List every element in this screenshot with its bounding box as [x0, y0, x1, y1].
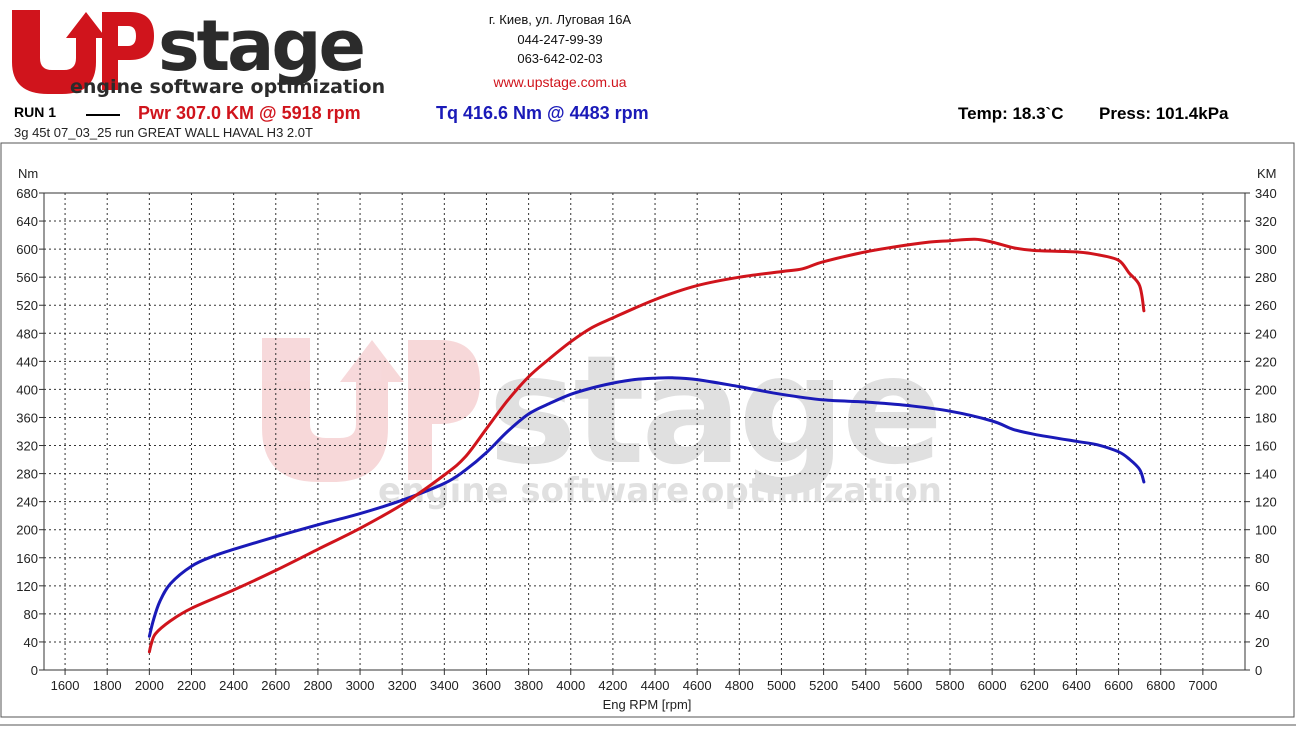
y-tick-label-right: 20: [1255, 635, 1269, 650]
y-tick-label-left: 160: [16, 551, 38, 566]
contact-phone-1: 044-247-99-39: [517, 32, 603, 47]
y-tick-label-right: 80: [1255, 551, 1269, 566]
y-tick-label-left: 360: [16, 410, 38, 425]
dyno-chart: stage engine software optimization 1600 1…: [0, 142, 1296, 726]
y-tick-label-right: 240: [1255, 326, 1277, 341]
run-legend-line: [86, 114, 120, 116]
x-tick-label: 2600: [261, 678, 290, 693]
y-tick-label-left: 40: [24, 635, 38, 650]
y-tick-label-right: 0: [1255, 663, 1262, 678]
y-tick-label-right: 140: [1255, 467, 1277, 482]
x-tick-label: 4200: [598, 678, 627, 693]
y-tick-label-right: 200: [1255, 382, 1277, 397]
y-tick-label-right: 120: [1255, 495, 1277, 510]
contact-website[interactable]: www.upstage.com.ua: [493, 74, 627, 90]
y-tick-label-right: 100: [1255, 523, 1277, 538]
y-tick-label-left: 320: [16, 439, 38, 454]
watermark-logo: stage engine software optimization: [262, 324, 943, 511]
x-tick-label: 5800: [936, 678, 965, 693]
x-tick-label: 6800: [1146, 678, 1175, 693]
x-tick-label: 1600: [51, 678, 80, 693]
plot-area-border: [43, 192, 1246, 671]
x-tick-label: 6000: [978, 678, 1007, 693]
y-tick-label-right: 260: [1255, 298, 1277, 313]
x-tick-label: 5000: [767, 678, 796, 693]
y-tick-label-left: 680: [16, 186, 38, 201]
logo-tagline: engine software optimization: [70, 76, 385, 98]
axis-ticks: 1600 1800 2000 2200 2400 2600 2800 3000 3200 3400…: [16, 186, 1276, 693]
y-tick-label-right: 280: [1255, 270, 1277, 285]
logo-wordmark: stage: [158, 5, 363, 87]
x-tick-label: 2200: [177, 678, 206, 693]
y-tick-label-left: 400: [16, 382, 38, 397]
x-tick-label: 6600: [1104, 678, 1133, 693]
y-tick-label-right: 40: [1255, 607, 1269, 622]
y-tick-label-left: 120: [16, 579, 38, 594]
x-tick-label: 4600: [683, 678, 712, 693]
svg-text:engine software optimization: engine software optimization: [378, 471, 942, 511]
chart-frame: [0, 142, 1295, 718]
torque-summary: Tq 416.6 Nm @ 4483 rpm: [436, 103, 649, 123]
x-tick-label: 2800: [303, 678, 332, 693]
y-tick-label-left: 520: [16, 298, 38, 313]
y-tick-label-left: 0: [31, 663, 38, 678]
y-tick-label-right: 300: [1255, 242, 1277, 257]
x-tick-label: 4800: [725, 678, 754, 693]
x-tick-label: 6400: [1062, 678, 1091, 693]
y-tick-label-left: 280: [16, 467, 38, 482]
y-tick-label-right: 180: [1255, 410, 1277, 425]
y-tick-label-left: 200: [16, 523, 38, 538]
series-line-tq: [147, 376, 1146, 638]
x-tick-label: 5600: [893, 678, 922, 693]
svg-text:stage: stage: [488, 324, 939, 498]
series-line-pwr: [147, 237, 1146, 654]
x-tick-label: 1800: [93, 678, 122, 693]
report-header: stage engine software optimization г. Ки…: [0, 0, 1296, 142]
y-tick-label-right: 220: [1255, 354, 1277, 369]
x-tick-label: 3400: [430, 678, 459, 693]
y-tick-label-right: 320: [1255, 214, 1277, 229]
x-tick-label: 5400: [851, 678, 880, 693]
upstage-logo: stage engine software optimization: [12, 5, 385, 98]
run-description: 3g 45t 07_03_25 run GREAT WALL HAVAL H3 …: [14, 125, 313, 140]
grid: [44, 192, 1245, 671]
y-tick-label-left: 640: [16, 214, 38, 229]
x-tick-label: 5200: [809, 678, 838, 693]
x-tick-label: 4000: [556, 678, 585, 693]
contact-phone-2: 063-642-02-03: [517, 51, 603, 66]
y-tick-label-right: 160: [1255, 439, 1277, 454]
y-axis-label-right: KM: [1257, 166, 1277, 181]
x-tick-label: 3000: [346, 678, 375, 693]
x-tick-label: 2400: [219, 678, 248, 693]
y-tick-label-left: 560: [16, 270, 38, 285]
y-tick-label-left: 440: [16, 354, 38, 369]
contact-address: г. Киев, ул. Луговая 16А: [488, 12, 632, 27]
power-summary: Pwr 307.0 KM @ 5918 rpm: [138, 103, 361, 123]
x-tick-label: 3800: [514, 678, 543, 693]
x-axis-label: Eng RPM [rpm]: [603, 697, 692, 712]
x-tick-label: 6200: [1020, 678, 1049, 693]
y-axis-label-left: Nm: [18, 166, 38, 181]
y-tick-label-left: 480: [16, 326, 38, 341]
x-tick-label: 3600: [472, 678, 501, 693]
y-tick-label-left: 600: [16, 242, 38, 257]
y-tick-label-left: 240: [16, 495, 38, 510]
y-tick-label-right: 340: [1255, 186, 1277, 201]
x-tick-label: 4400: [641, 678, 670, 693]
pressure-readout: Press: 101.4kPa: [1099, 104, 1229, 123]
y-tick-label-right: 60: [1255, 579, 1269, 594]
run-label: RUN 1: [14, 104, 57, 120]
series: [147, 237, 1146, 654]
x-tick-label: 7000: [1188, 678, 1217, 693]
temperature-readout: Temp: 18.3`C: [958, 104, 1064, 123]
y-tick-label-left: 80: [24, 607, 38, 622]
x-tick-label: 3200: [388, 678, 417, 693]
x-tick-label: 2000: [135, 678, 164, 693]
